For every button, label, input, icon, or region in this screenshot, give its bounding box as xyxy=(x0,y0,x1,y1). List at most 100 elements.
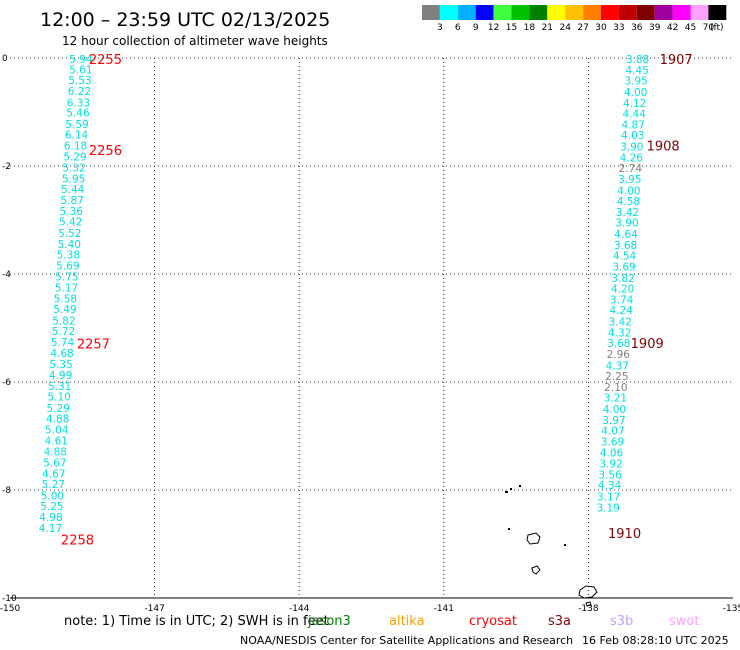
wave-height-label: 4.99 xyxy=(49,370,72,382)
wave-height-label: 6.33 xyxy=(67,97,90,109)
wave-height-label: 5.04 xyxy=(45,425,69,437)
satellite-label-altika: altika xyxy=(389,614,425,629)
wave-height-label: 4.00 xyxy=(624,87,647,99)
wave-height-label: 4.20 xyxy=(611,284,634,296)
time-label: 2257 xyxy=(77,338,110,353)
wave-height-label: 5.87 xyxy=(60,195,83,207)
lat-tick-label: -6 xyxy=(2,378,11,388)
legend-swatch xyxy=(422,5,440,20)
lon-tick-label: -147 xyxy=(144,604,164,614)
satellite-label-s3a: s3a xyxy=(548,614,571,629)
time-label: 1907 xyxy=(660,53,693,68)
wave-height-label: 3.82 xyxy=(611,273,634,285)
footer-timestamp: 16 Feb 08:28:10 UTC 2025 xyxy=(582,634,729,647)
wave-height-label: 3.95 xyxy=(624,76,647,88)
lat-tick-label: -10 xyxy=(2,594,17,604)
legend-tick-label: 36 xyxy=(631,23,643,33)
wave-height-label: 5.10 xyxy=(47,392,70,404)
lon-tick-label: -144 xyxy=(289,604,310,614)
legend-tick-label: 12 xyxy=(488,23,499,33)
wave-height-label: 4.06 xyxy=(600,448,624,460)
wave-height-label: 5.94 xyxy=(69,54,93,66)
time-label: 1908 xyxy=(647,139,680,154)
legend-swatch xyxy=(708,5,727,20)
wave-height-label: 5.52 xyxy=(58,228,81,240)
color-legend: 3 6 9 12 15 18 21 24 27 30 33 36 39 42 45 70(ft) xyxy=(422,5,727,33)
legend-swatch xyxy=(547,5,566,20)
wave-height-label: 4.61 xyxy=(45,435,68,447)
lon-tick-label: -138 xyxy=(578,604,599,614)
satellite-label-s3b: s3b xyxy=(610,614,633,629)
wave-height-label: 4.24 xyxy=(609,305,633,317)
wave-height-label: 5.17 xyxy=(55,283,78,295)
wave-height-label: 2.96 xyxy=(607,349,631,361)
wave-height-label: 2.25 xyxy=(605,371,628,383)
wave-height-label: 4.00 xyxy=(617,185,640,197)
wave-height-label: 3.95 xyxy=(618,174,641,186)
wave-height-label: 4.87 xyxy=(622,119,645,131)
lon-tick-label: -135 xyxy=(723,604,740,614)
lon-tick-label: -150 xyxy=(0,604,20,614)
legend-swatch xyxy=(529,5,548,20)
wave-height-label: 3.42 xyxy=(609,317,632,329)
legend-swatch xyxy=(565,5,584,20)
wave-height-label: 3.17 xyxy=(597,491,620,503)
legend-tick-label: 18 xyxy=(524,23,536,33)
wave-height-label: 3.92 xyxy=(599,459,622,471)
island-dot xyxy=(508,528,510,530)
legend-swatch xyxy=(601,5,619,20)
wave-height-label: 4.12 xyxy=(623,98,646,110)
island-shape xyxy=(531,565,541,575)
legend-swatch xyxy=(457,5,476,20)
wave-height-label: 6.14 xyxy=(65,130,89,142)
axis-labels: -150 -147 -144 -141 -138 -135 0 -2 -4 -6 -8 -10 xyxy=(0,54,740,614)
legend-swatch xyxy=(493,5,512,20)
legend-tick-label: 27 xyxy=(577,23,588,33)
wave-height-label: 3.69 xyxy=(601,436,624,448)
legend-swatch xyxy=(511,5,530,20)
legend-swatch xyxy=(439,5,458,20)
legend-swatch xyxy=(654,5,673,20)
wave-height-label: 5.53 xyxy=(68,75,91,87)
wave-height-label: 5.29 xyxy=(47,403,70,415)
wave-height-label: 5.44 xyxy=(61,184,85,196)
wave-height-label: 2.74 xyxy=(619,163,643,175)
wave-height-label: 5.67 xyxy=(43,457,66,469)
wave-height-label: 5.59 xyxy=(65,119,88,131)
island-shape xyxy=(578,585,598,599)
wave-height-label: 3.90 xyxy=(620,142,643,154)
wave-height-label: 4.17 xyxy=(39,523,62,535)
legend-swatch xyxy=(583,5,601,20)
island-shape xyxy=(526,532,541,545)
wave-height-label: 4.98 xyxy=(39,512,62,524)
lat-tick-label: -8 xyxy=(2,486,11,496)
wave-height-label: 3.68 xyxy=(607,338,630,350)
wave-height-label: 4.88 xyxy=(44,447,67,459)
wave-height-label: 3.56 xyxy=(598,469,622,481)
island-dot xyxy=(564,544,566,546)
wave-height-label: 5.95 xyxy=(62,173,85,185)
legend-swatch xyxy=(475,5,494,20)
wave-height-label: 5.38 xyxy=(57,250,80,262)
wave-height-label: 5.27 xyxy=(42,479,65,491)
track-1: 5.945.615.536.226.335.465.596.146.185.29… xyxy=(39,53,122,549)
wave-height-label: 4.34 xyxy=(598,480,622,492)
wave-height-label: 5.40 xyxy=(58,239,81,251)
wave-height-label: 3.74 xyxy=(610,294,634,306)
legend-tick-label: 9 xyxy=(473,23,479,33)
wave-height-label: 5.25 xyxy=(40,501,63,513)
legend-tick-label: 24 xyxy=(559,23,571,33)
wave-height-label: 5.32 xyxy=(62,163,85,175)
wave-height-label: 2.10 xyxy=(604,382,627,394)
island-dot xyxy=(510,488,512,490)
wave-height-label: 5.82 xyxy=(52,315,75,327)
wave-height-label: 3.42 xyxy=(616,207,639,219)
satellite-label-cryosat: cryosat xyxy=(469,614,517,629)
time-label: 2255 xyxy=(89,53,122,68)
wave-height-label: 4.45 xyxy=(625,65,648,77)
satellite-label-swot: swot xyxy=(669,614,699,629)
island-dot xyxy=(505,491,508,493)
wave-height-label: 5.42 xyxy=(59,217,82,229)
wave-height-label: 3.88 xyxy=(626,54,649,66)
